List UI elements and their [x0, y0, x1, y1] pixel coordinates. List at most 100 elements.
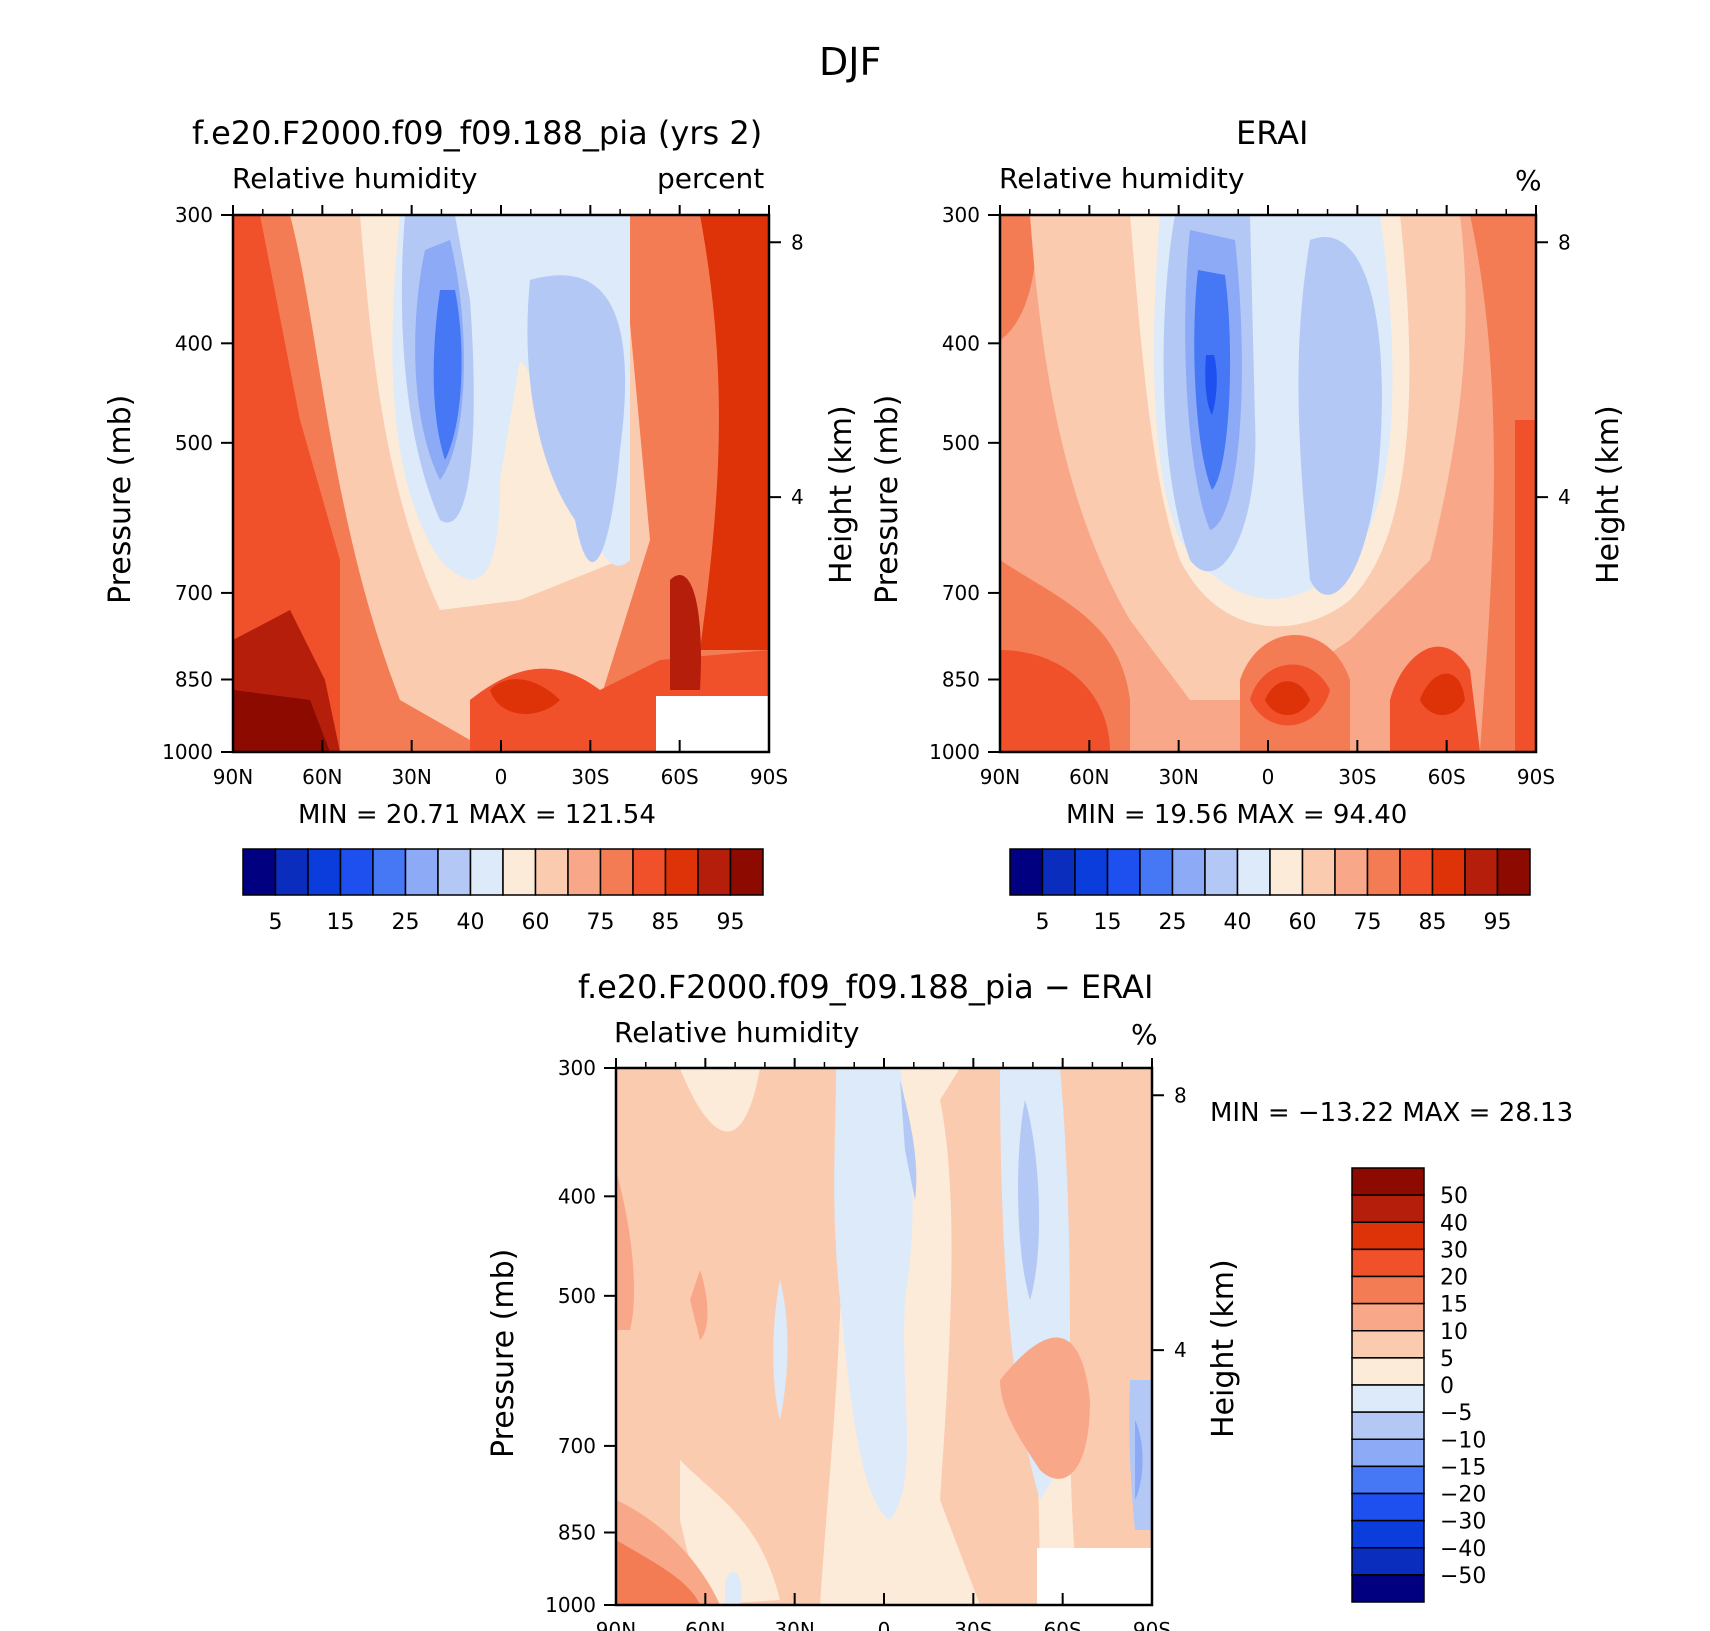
- y-tick-label: 400: [942, 331, 980, 355]
- colorbar-box: [1351, 1411, 1425, 1440]
- p3-region-sh60-positive: [1060, 1068, 1152, 1605]
- x-tick-label: 30S: [954, 1618, 992, 1631]
- p3-region-nh-spot: [690, 1270, 708, 1340]
- colorbar-label: 25: [1159, 910, 1187, 935]
- panel3-ylabel: Pressure (mb): [486, 1248, 521, 1458]
- y-tick-label: 700: [942, 581, 980, 605]
- colorbar-box: [729, 848, 764, 896]
- p1-region-sh-polar-max: [670, 574, 701, 690]
- y-tick-label: 500: [942, 431, 980, 455]
- y-tick-label: 850: [942, 668, 980, 692]
- y-tick-label: 500: [558, 1284, 596, 1308]
- p3-region-missing: [1037, 1548, 1152, 1605]
- y-tick-label: 500: [175, 431, 213, 455]
- colorbar-box: [1106, 848, 1141, 896]
- colorbar-box: [274, 848, 309, 896]
- colorbar-label: −5: [1440, 1401, 1472, 1426]
- colorbar-box: [1464, 848, 1499, 896]
- panel1-y2label: Height (km): [824, 405, 859, 584]
- panel1-right-label: percent: [657, 162, 765, 195]
- panel2-ylabel: Pressure (mb): [870, 394, 905, 604]
- colorbar-label: 50: [1440, 1184, 1468, 1209]
- panel2-y2label: Height (km): [1591, 405, 1626, 584]
- panel3-left-label: Relative humidity: [614, 1016, 860, 1049]
- panel1-plot: 90N 60N 30N 0 30S 60S 90S 300 400 500 700 850 1000 8 4: [162, 205, 804, 789]
- colorbar-box: [1139, 848, 1174, 896]
- colorbar-label: 5: [1036, 910, 1050, 935]
- p3-region-30n-negative: [773, 1280, 788, 1420]
- colorbar-box: [1351, 1248, 1425, 1278]
- colorbar-label: 75: [587, 910, 615, 935]
- x-tick-label: 60N: [302, 765, 342, 789]
- colorbar-box: [697, 848, 732, 896]
- colorbar-label: −10: [1440, 1428, 1486, 1453]
- colorbar-label: 15: [1440, 1293, 1468, 1318]
- panel3-minmax: MIN = −13.22 MAX = 28.13: [1210, 1098, 1574, 1128]
- panel3-title: f.e20.F2000.f09_f09.188_pia − ERAI: [578, 968, 1154, 1006]
- colorbar-box: [339, 848, 374, 896]
- colorbar-box: [372, 848, 407, 896]
- panel1-axes: 90N 60N 30N 0 30S 60S 90S 300 400 500 700 850 1000 8 4: [162, 205, 804, 789]
- p3-region-nh-sfc-max: [616, 1540, 700, 1605]
- colorbar-label: 60: [1289, 910, 1317, 935]
- p3-region-nh-edge: [616, 1170, 635, 1330]
- colorbar-box: [404, 848, 439, 896]
- colorbar-label: 85: [1419, 910, 1447, 935]
- p2-region-band20: [1205, 355, 1217, 415]
- colorbar-box: [1171, 848, 1206, 896]
- panel2-title: ERAI: [1236, 114, 1309, 152]
- x-tick-label: 30N: [774, 1618, 814, 1631]
- colorbar-box: [1301, 848, 1336, 896]
- p3-region-eq-negative: [834, 1068, 913, 1520]
- colorbar-box: [1351, 1330, 1425, 1359]
- panel1-colorbar: 5 15 25 40 60 75 85 95: [242, 848, 764, 935]
- colorbar-box: [1074, 848, 1109, 896]
- x-tick-label: 90S: [750, 765, 788, 789]
- x-tick-label: 60N: [685, 1618, 725, 1631]
- p3-region-sfc-negative: [725, 1571, 742, 1605]
- colorbar-label: 15: [1094, 910, 1122, 935]
- panel1-title: f.e20.F2000.f09_f09.188_pia (yrs 2): [192, 114, 763, 152]
- colorbar-box: [1496, 848, 1531, 896]
- x-tick-label: 90N: [213, 765, 253, 789]
- y2-tick-label: 8: [791, 230, 804, 254]
- colorbar-label: 40: [1440, 1211, 1468, 1236]
- colorbar-box: [1351, 1302, 1425, 1332]
- colorbar-box: [599, 848, 634, 896]
- colorbar-label: 95: [717, 910, 745, 935]
- colorbar-box: [242, 848, 277, 896]
- y-tick-label: 700: [558, 1434, 596, 1458]
- y2-tick-label: 4: [1558, 485, 1571, 509]
- panel1-minmax: MIN = 20.71 MAX = 121.54: [298, 800, 656, 830]
- colorbar-box: [1041, 848, 1076, 896]
- panel2-colorbar-boxes: 5 15 25 40 60 75 85 95: [1009, 848, 1531, 935]
- p3-region-sh-negative-2: [1018, 1100, 1040, 1300]
- colorbar-box: [1204, 848, 1239, 896]
- x-tick-label: 60S: [1044, 1618, 1082, 1631]
- colorbar-label: 75: [1354, 910, 1382, 935]
- colorbar-box: [437, 848, 472, 896]
- panel1-ylabel: Pressure (mb): [103, 394, 138, 604]
- colorbar-box: [1351, 1221, 1425, 1251]
- colorbar-box: [1351, 1167, 1425, 1196]
- colorbar-label: 60: [522, 910, 550, 935]
- p3-region-nh-positive: [616, 1068, 843, 1605]
- colorbar-label: −50: [1440, 1564, 1486, 1589]
- colorbar-label: 30: [1440, 1238, 1468, 1263]
- p1-region-sh-sfc-max: [490, 679, 560, 714]
- colorbar-box: [1399, 848, 1434, 896]
- colorbar-box: [1351, 1194, 1425, 1223]
- p2-region-nh-sfc: [1000, 650, 1110, 752]
- y-tick-label: 700: [175, 581, 213, 605]
- x-tick-label: 90N: [596, 1618, 636, 1631]
- colorbar-box: [1351, 1465, 1425, 1495]
- colorbar-box: [1334, 848, 1369, 896]
- p3-region-sh-polar-neg-2: [1135, 1420, 1143, 1500]
- x-tick-label: 0: [878, 1618, 891, 1631]
- y-tick-label: 850: [558, 1521, 596, 1545]
- p1-region-nh-sfc-max: [233, 690, 330, 752]
- colorbar-box: [1351, 1275, 1425, 1305]
- colorbar-label: −20: [1440, 1483, 1486, 1508]
- colorbar-box: [307, 848, 342, 896]
- colorbar-box: [502, 848, 537, 896]
